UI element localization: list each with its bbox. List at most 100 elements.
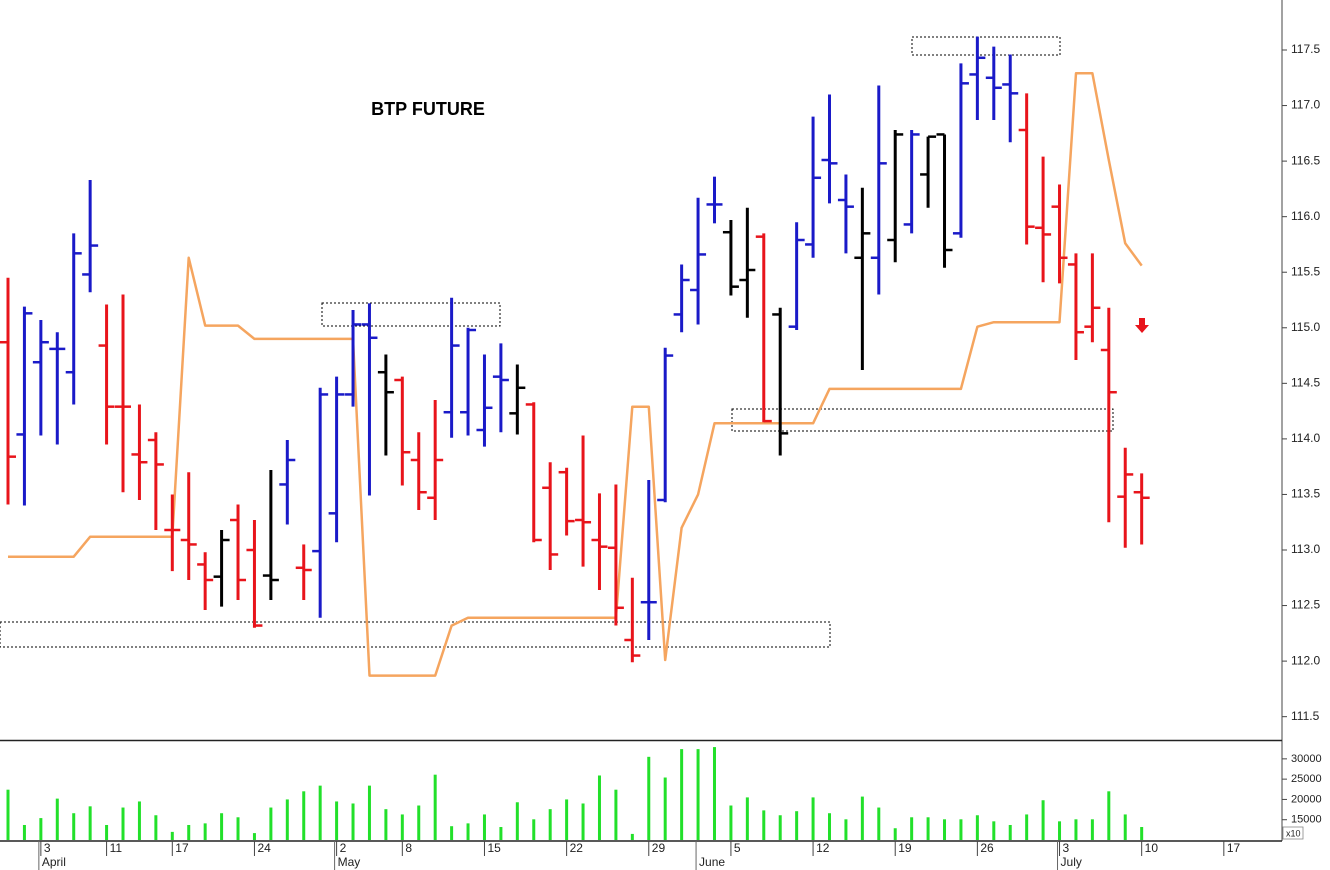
volume-bar <box>1140 827 1144 840</box>
volume-bar <box>236 817 240 840</box>
x-tick-label: 5 <box>734 841 741 855</box>
volume-bar <box>318 785 322 840</box>
month-label: April <box>42 855 66 869</box>
volume-bar <box>992 821 996 840</box>
volume-bar <box>351 803 355 840</box>
volume-bar <box>565 799 569 840</box>
volume-bar <box>22 824 26 840</box>
x-tick-label: 24 <box>257 841 271 855</box>
volume-bar <box>1090 819 1094 840</box>
x-tick-label: 17 <box>175 841 189 855</box>
volume-bar <box>745 797 749 840</box>
volume-bar <box>170 831 174 840</box>
volume-bar <box>400 814 404 840</box>
volume-bar <box>433 774 437 840</box>
volume-bar <box>203 823 207 840</box>
y-tick-label: 116.5 <box>1291 153 1320 167</box>
y-tick-label: 112.0 <box>1291 653 1320 667</box>
volume-bar <box>1123 814 1127 840</box>
volume-bar <box>367 785 371 840</box>
x-tick-label: 3 <box>44 841 51 855</box>
zone-box <box>911 36 1061 56</box>
chart-title: BTP FUTURE <box>371 99 485 119</box>
note-box <box>1282 826 1304 840</box>
volume-bar <box>417 805 421 840</box>
x-tick-label: 2 <box>340 841 347 855</box>
y-tick-label: 117.0 <box>1291 98 1320 112</box>
y-tick-label: 115.5 <box>1291 264 1320 278</box>
volume-bar <box>860 796 864 840</box>
volume-bar <box>647 756 651 840</box>
volume-bar <box>712 747 716 840</box>
volume-bar <box>482 814 486 840</box>
volume-bar <box>285 799 289 840</box>
volume-bar <box>269 807 273 840</box>
y-tick-label: 30000 <box>1291 753 1322 765</box>
volume-bar <box>499 827 503 840</box>
month-label: June <box>699 855 725 869</box>
volume-bar <box>121 807 125 840</box>
volume-bar <box>55 798 59 840</box>
x-tick-label: 22 <box>570 841 584 855</box>
volume-bar <box>154 815 158 840</box>
down-arrow <box>1135 318 1149 333</box>
x-tick-label: 15 <box>487 841 501 855</box>
volume-bar <box>943 819 947 840</box>
y-tick-label: 111.5 <box>1291 709 1320 723</box>
volume-bar <box>1041 800 1045 840</box>
volume-bar <box>975 815 979 840</box>
volume-bar <box>1025 814 1029 840</box>
volume-bar <box>220 813 224 840</box>
zones <box>0 36 1114 648</box>
x-tick-label: 17 <box>1227 841 1241 855</box>
volume-bar <box>893 828 897 840</box>
volume-bar <box>302 791 306 840</box>
volume-bar <box>1074 819 1078 840</box>
volume-bar <box>762 810 766 840</box>
volume-bar <box>597 775 601 840</box>
volume-bar <box>532 819 536 840</box>
volume-bar <box>515 802 519 840</box>
y-tick-label: 113.0 <box>1291 542 1320 556</box>
volume-bar <box>795 811 799 840</box>
volume-bar <box>548 809 552 840</box>
volume-bar <box>729 805 733 840</box>
x-tick-label: 3 <box>1063 841 1070 855</box>
x-tick-label: 12 <box>816 841 830 855</box>
volume-bar <box>630 833 634 840</box>
volume-bar <box>811 797 815 840</box>
volume-bar <box>252 833 256 840</box>
zone-box <box>321 302 501 327</box>
y-tick-label: 112.5 <box>1291 598 1320 612</box>
volume-bar <box>877 807 881 840</box>
volume-bar <box>105 824 109 840</box>
volume-bar <box>828 813 831 840</box>
volume-bar <box>137 801 141 840</box>
x-tick-label: 29 <box>652 841 666 855</box>
volume-bar <box>384 809 388 840</box>
volume-bar <box>1008 824 1012 840</box>
x-tick-label: 8 <box>405 841 412 855</box>
x-tick-label: 26 <box>980 841 994 855</box>
y-tick-label: 25000 <box>1291 773 1322 785</box>
month-label: July <box>1061 855 1082 869</box>
zone-box <box>0 621 831 648</box>
volume-bar <box>1107 791 1111 840</box>
volume-bar <box>1058 821 1062 840</box>
volume-bar <box>910 817 914 840</box>
overlay-line <box>8 72 1143 677</box>
volume-bar <box>614 789 618 840</box>
volume-bar <box>39 818 43 840</box>
volume-bar <box>335 801 339 840</box>
x-tick-label: 11 <box>110 841 123 855</box>
zone-box <box>731 408 1114 432</box>
volume-bar <box>844 819 848 840</box>
volume-bar <box>72 813 76 840</box>
y-tick-label: 115.0 <box>1291 320 1320 334</box>
volume-bar <box>187 824 191 840</box>
volume-bar <box>959 819 963 840</box>
volume-bar <box>926 817 930 840</box>
volume-bar <box>6 789 10 840</box>
